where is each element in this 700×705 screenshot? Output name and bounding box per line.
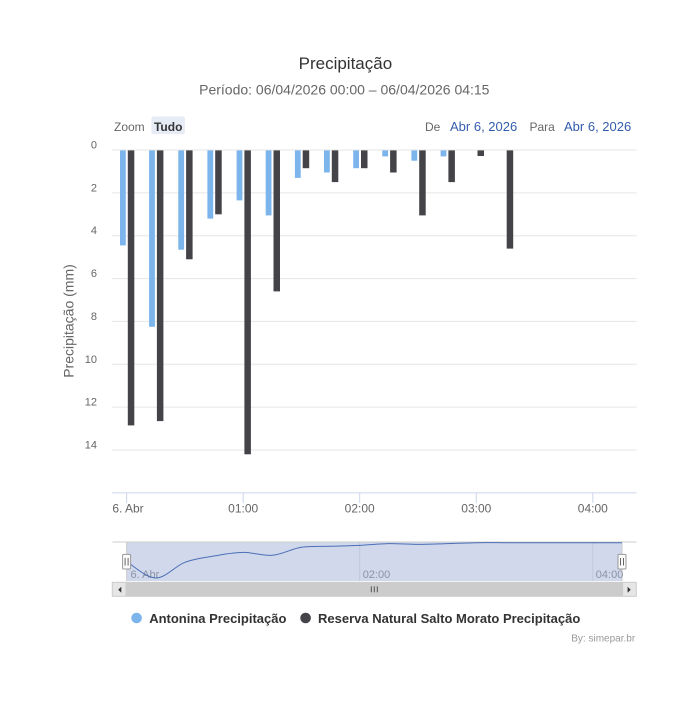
svg-text:2: 2: [91, 182, 97, 194]
svg-text:14: 14: [85, 440, 97, 452]
svg-text:Para: Para: [530, 120, 556, 134]
svg-text:02:00: 02:00: [345, 502, 375, 516]
svg-text:Abr 6, 2026: Abr 6, 2026: [450, 119, 517, 134]
svg-text:Precipitação (mm): Precipitação (mm): [61, 264, 77, 378]
svg-text:Abr 6, 2026: Abr 6, 2026: [564, 119, 631, 134]
svg-text:By: simepar.br: By: simepar.br: [571, 634, 636, 645]
svg-text:Tudo: Tudo: [154, 120, 182, 134]
svg-text:12: 12: [85, 397, 97, 409]
svg-text:03:00: 03:00: [461, 502, 491, 516]
svg-text:6: 6: [91, 268, 97, 280]
svg-text:4: 4: [91, 225, 97, 237]
svg-text:04:00: 04:00: [578, 502, 608, 516]
svg-text:6. Abr: 6. Abr: [131, 569, 160, 581]
svg-text:Antonina Precipitação: Antonina Precipitação: [149, 611, 286, 626]
svg-text:10: 10: [85, 354, 97, 366]
svg-text:04:00: 04:00: [596, 569, 624, 581]
svg-text:Precipitação: Precipitação: [299, 54, 393, 73]
svg-text:02:00: 02:00: [363, 569, 391, 581]
svg-text:01:00: 01:00: [228, 502, 258, 516]
svg-text:Período: 06/04/2026 00:00 – 06: Período: 06/04/2026 00:00 – 06/04/2026 0…: [199, 82, 490, 98]
svg-text:Zoom: Zoom: [114, 120, 145, 134]
svg-text:Reserva Natural Salto Morato P: Reserva Natural Salto Morato Precipitaçã…: [318, 611, 580, 626]
svg-text:8: 8: [91, 311, 97, 323]
svg-text:6. Abr: 6. Abr: [112, 502, 143, 516]
svg-text:De: De: [425, 120, 441, 134]
svg-text:0: 0: [91, 139, 97, 151]
